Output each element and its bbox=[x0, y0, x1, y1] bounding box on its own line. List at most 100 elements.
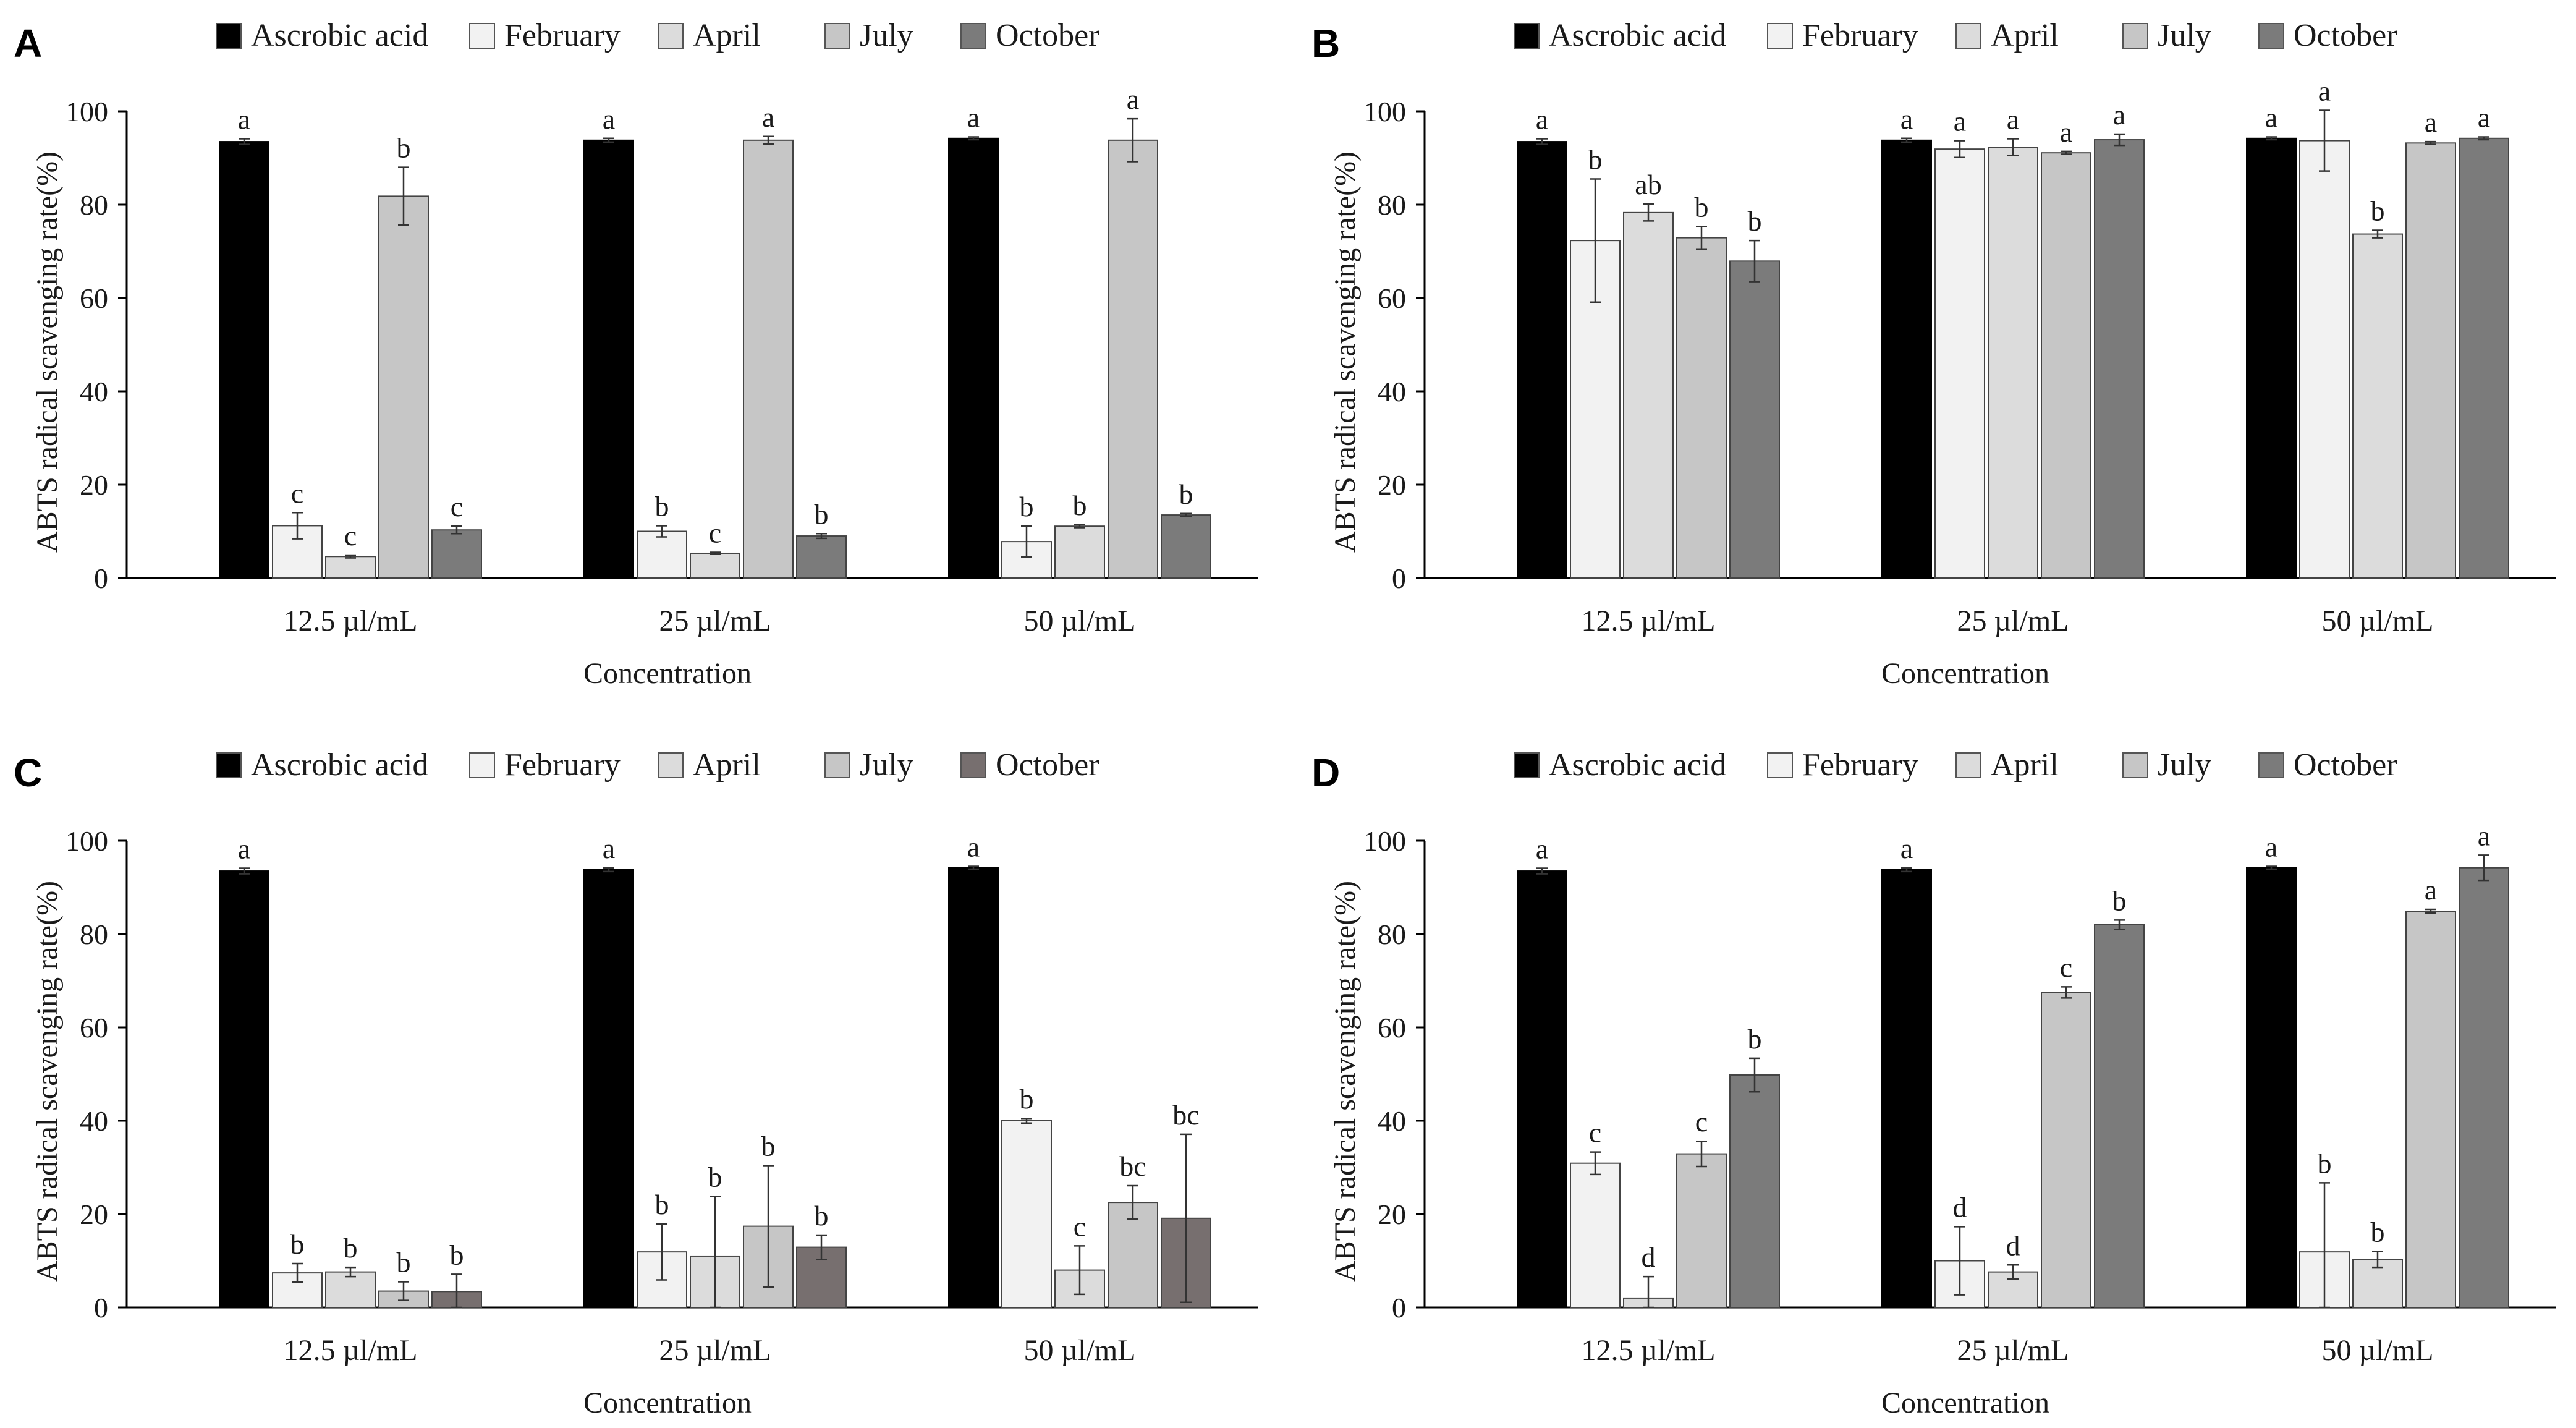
bar bbox=[325, 1271, 376, 1308]
legend-label: April bbox=[693, 18, 761, 53]
bar bbox=[2094, 924, 2145, 1308]
category-label: 50 µl/mL bbox=[1024, 1334, 1136, 1367]
y-axis-title: ABTS radical scavenging rate(%) bbox=[1329, 151, 1362, 553]
significance-label: b bbox=[708, 1161, 722, 1192]
legend-swatch bbox=[2122, 23, 2148, 49]
category-label: 25 µl/mL bbox=[1957, 605, 2069, 637]
bar bbox=[948, 137, 999, 579]
legend-swatch bbox=[216, 752, 242, 778]
y-tick-label: 60 bbox=[80, 283, 108, 314]
legend-swatch bbox=[469, 752, 495, 778]
y-tick-label: 0 bbox=[94, 563, 108, 594]
y-axis-title: ABTS radical scavenging rate(%) bbox=[31, 881, 64, 1282]
y-tick-label: 80 bbox=[1378, 189, 1406, 221]
significance-label: b bbox=[2371, 1216, 2385, 1247]
legend-label: July bbox=[860, 18, 913, 53]
significance-label: c bbox=[709, 517, 721, 548]
significance-label: b bbox=[1588, 143, 1603, 175]
significance-label: d bbox=[1953, 1191, 1967, 1223]
significance-label: d bbox=[1642, 1241, 1656, 1273]
bar bbox=[690, 552, 740, 579]
y-tick-label: 100 bbox=[1363, 825, 1406, 857]
bar bbox=[2405, 911, 2456, 1308]
significance-label: a bbox=[238, 833, 250, 865]
significance-label: a bbox=[2113, 99, 2125, 130]
y-tick-label: 80 bbox=[1378, 919, 1406, 950]
significance-label: b bbox=[1179, 478, 1193, 510]
significance-label: a bbox=[2425, 874, 2437, 906]
bar bbox=[219, 870, 269, 1308]
y-tick-label: 20 bbox=[80, 1199, 108, 1230]
legend-label: July bbox=[2158, 747, 2211, 783]
legend-label: April bbox=[1991, 18, 2059, 53]
legend-label: October bbox=[996, 18, 1099, 53]
bar bbox=[2459, 867, 2509, 1309]
legend-label: February bbox=[504, 747, 621, 783]
legend-swatch bbox=[960, 23, 986, 49]
significance-label: b bbox=[2318, 1147, 2332, 1179]
bar bbox=[2246, 137, 2297, 579]
significance-label: a bbox=[1536, 104, 1548, 135]
bar bbox=[2041, 992, 2091, 1308]
y-tick-label: 100 bbox=[66, 96, 108, 127]
legend-label: April bbox=[693, 747, 761, 783]
legend-label: July bbox=[2158, 18, 2211, 53]
category-label: 12.5 µl/mL bbox=[1582, 605, 1716, 637]
bar bbox=[637, 530, 687, 579]
significance-label: a bbox=[603, 833, 615, 864]
legend-label: Ascrobic acid bbox=[251, 747, 428, 783]
significance-label: c bbox=[291, 477, 303, 509]
panel-letter-c: C bbox=[14, 750, 42, 795]
y-tick-label: 60 bbox=[80, 1012, 108, 1043]
bar bbox=[796, 535, 847, 579]
bar bbox=[1676, 237, 1727, 579]
legend-swatch bbox=[2258, 23, 2284, 49]
legend-label: October bbox=[2294, 747, 2397, 783]
bar bbox=[219, 141, 269, 579]
bar bbox=[583, 139, 634, 579]
legend-label: February bbox=[504, 18, 621, 53]
significance-label: c bbox=[1695, 1106, 1708, 1137]
x-axis-title: Concentration bbox=[1881, 1387, 2049, 1419]
significance-label: b bbox=[2371, 195, 2385, 227]
bar bbox=[1881, 869, 1932, 1308]
significance-label: a bbox=[2265, 831, 2277, 863]
significance-label: a bbox=[967, 102, 980, 134]
y-tick-label: 40 bbox=[1378, 376, 1406, 407]
y-axis-title: ABTS radical scavenging rate(%) bbox=[1329, 881, 1362, 1282]
significance-label: a bbox=[2425, 106, 2437, 138]
legend-swatch bbox=[216, 23, 242, 49]
significance-label: b bbox=[397, 132, 411, 164]
significance-label: a bbox=[2478, 820, 2490, 851]
bar bbox=[1988, 147, 2038, 579]
significance-label: c bbox=[2060, 951, 2072, 983]
legend-swatch bbox=[1767, 23, 1793, 49]
category-label: 12.5 µl/mL bbox=[1582, 1334, 1716, 1367]
legend-swatch bbox=[1514, 752, 1540, 778]
bar bbox=[2352, 233, 2403, 579]
significance-label: b bbox=[344, 1232, 358, 1264]
legend-swatch bbox=[1955, 752, 1981, 778]
significance-label: b bbox=[815, 1200, 829, 1231]
significance-label: ab bbox=[1635, 169, 1661, 200]
bar bbox=[431, 529, 482, 579]
legend-swatch bbox=[2258, 752, 2284, 778]
significance-label: a bbox=[2478, 102, 2490, 134]
legend-swatch bbox=[469, 23, 495, 49]
y-tick-label: 100 bbox=[1363, 96, 1406, 127]
significance-label: b bbox=[1073, 490, 1087, 521]
significance-label: b bbox=[815, 498, 829, 530]
y-tick-label: 20 bbox=[1378, 469, 1406, 501]
legend-label: Ascrobic acid bbox=[1549, 747, 1726, 783]
significance-label: c bbox=[1589, 1117, 1601, 1149]
significance-label: a bbox=[2265, 102, 2277, 134]
chart-panel-b: B Ascrobic acid February April July October 0 2… bbox=[1311, 18, 2556, 690]
legend-label: July bbox=[860, 747, 913, 783]
bar bbox=[2041, 152, 2091, 579]
legend-label: October bbox=[2294, 18, 2397, 53]
significance-label: b bbox=[1748, 1023, 1762, 1055]
bar bbox=[1161, 514, 1211, 579]
significance-label: c bbox=[1074, 1210, 1086, 1242]
category-label: 12.5 µl/mL bbox=[284, 1334, 418, 1367]
